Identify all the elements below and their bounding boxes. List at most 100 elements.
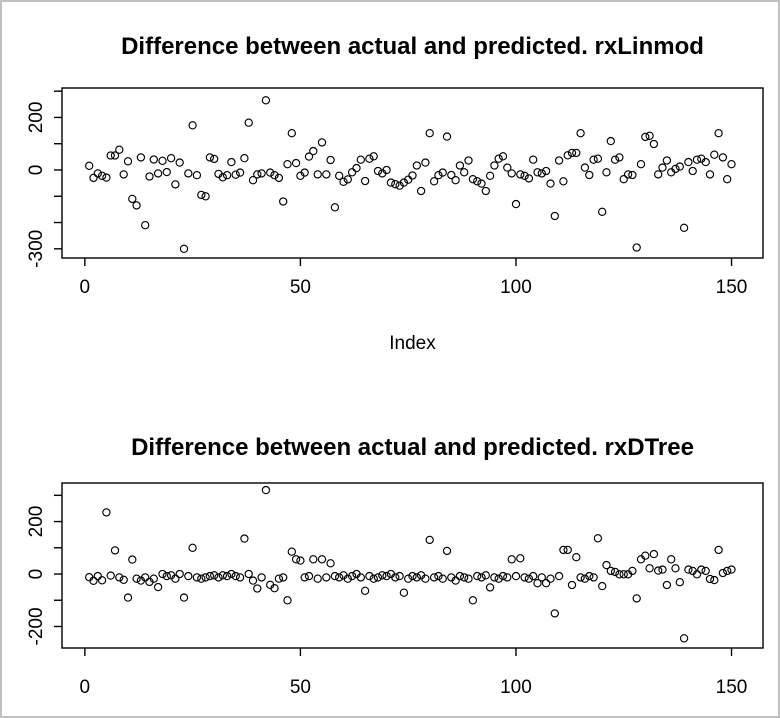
data-point xyxy=(365,154,374,163)
data-point xyxy=(352,163,361,173)
data-point xyxy=(335,171,344,180)
data-point xyxy=(141,573,150,582)
data-point xyxy=(360,176,370,186)
data-point xyxy=(106,571,115,580)
data-point xyxy=(602,168,611,177)
data-point xyxy=(645,131,654,140)
data-point xyxy=(576,129,585,138)
data-point xyxy=(313,170,322,179)
data-point xyxy=(347,571,357,581)
data-point xyxy=(572,553,581,562)
data-point xyxy=(662,580,672,590)
y-tick-label: 0 xyxy=(26,569,47,580)
data-point xyxy=(688,166,697,176)
data-point xyxy=(240,154,249,163)
data-point xyxy=(128,194,137,204)
data-point xyxy=(701,566,710,576)
data-point xyxy=(210,154,219,164)
data-point xyxy=(201,573,210,582)
data-point xyxy=(714,129,723,138)
data-point xyxy=(261,485,271,495)
data-point xyxy=(227,569,236,579)
data-point xyxy=(705,574,715,584)
data-point xyxy=(244,569,253,579)
data-point xyxy=(106,151,115,160)
data-point xyxy=(537,573,546,582)
data-point xyxy=(339,177,348,186)
y-tick-label: 200 xyxy=(26,102,47,134)
data-point xyxy=(567,580,577,590)
data-point xyxy=(641,132,650,142)
data-point xyxy=(136,153,146,162)
data-point xyxy=(529,155,538,164)
data-point xyxy=(498,152,508,161)
data-point xyxy=(373,573,383,582)
data-point xyxy=(516,170,525,179)
data-point xyxy=(520,171,529,180)
data-point xyxy=(412,161,421,170)
data-point xyxy=(391,180,400,189)
data-point xyxy=(438,574,447,583)
data-point xyxy=(649,549,659,559)
data-point xyxy=(684,157,693,167)
data-point xyxy=(628,566,637,576)
data-point xyxy=(356,155,365,164)
data-point xyxy=(554,571,564,581)
data-point xyxy=(421,158,430,167)
data-point xyxy=(460,573,469,582)
data-point xyxy=(197,574,206,583)
data-point xyxy=(503,163,512,172)
data-point xyxy=(667,555,676,564)
data-point xyxy=(115,573,124,582)
data-point xyxy=(541,579,551,588)
data-point xyxy=(347,168,357,177)
data-point xyxy=(399,178,409,187)
data-point xyxy=(231,571,240,581)
data-point xyxy=(554,156,564,165)
data-point xyxy=(222,571,232,581)
data-point xyxy=(179,244,189,253)
data-point xyxy=(85,161,94,170)
data-point xyxy=(645,564,654,573)
data-point xyxy=(658,163,667,172)
data-point xyxy=(123,593,133,602)
data-point xyxy=(511,199,521,209)
data-point xyxy=(335,573,344,582)
data-point xyxy=(671,164,680,174)
data-point xyxy=(623,170,633,179)
data-point xyxy=(261,96,271,105)
data-point xyxy=(598,207,607,216)
data-point xyxy=(550,211,559,221)
data-point xyxy=(399,588,409,597)
data-point xyxy=(658,565,667,574)
chart-title-rxlinmod: Difference between actual and predicted.… xyxy=(121,33,704,60)
data-point xyxy=(598,581,607,591)
data-point xyxy=(235,573,245,582)
data-point xyxy=(563,151,572,160)
data-point xyxy=(214,573,223,582)
data-point xyxy=(227,157,236,167)
data-point xyxy=(636,160,646,169)
plot-box xyxy=(61,482,764,649)
data-point xyxy=(119,575,128,584)
data-point xyxy=(404,175,413,184)
data-point xyxy=(201,192,210,201)
data-point xyxy=(158,156,167,165)
data-point xyxy=(309,555,318,564)
data-point xyxy=(481,571,490,580)
data-point xyxy=(438,168,447,177)
data-point xyxy=(654,170,663,179)
data-point xyxy=(559,177,568,186)
data-point xyxy=(274,574,284,583)
data-point xyxy=(485,583,495,592)
data-point xyxy=(89,576,98,585)
data-point xyxy=(632,594,641,603)
data-point xyxy=(218,571,227,580)
data-point xyxy=(283,160,292,169)
data-point xyxy=(369,152,378,161)
data-point xyxy=(304,571,314,581)
y-tick-label: -300 xyxy=(26,230,47,268)
data-point xyxy=(464,156,473,165)
data-point xyxy=(382,165,391,175)
data-point xyxy=(442,546,452,556)
